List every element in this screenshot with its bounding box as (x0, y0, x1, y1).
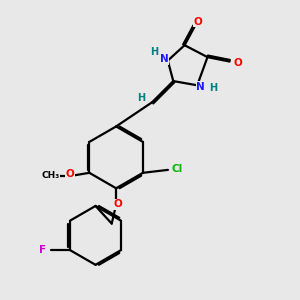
Text: H: H (137, 93, 145, 103)
Text: F: F (39, 244, 46, 254)
Text: O: O (233, 58, 242, 68)
Text: O: O (194, 16, 202, 27)
Text: H: H (209, 83, 217, 93)
Text: N: N (196, 82, 205, 92)
Text: O: O (113, 200, 122, 209)
Text: O: O (66, 169, 75, 179)
Text: CH₃: CH₃ (41, 171, 60, 180)
Text: N: N (160, 54, 169, 64)
Text: Cl: Cl (171, 164, 182, 174)
Text: H: H (151, 47, 159, 57)
